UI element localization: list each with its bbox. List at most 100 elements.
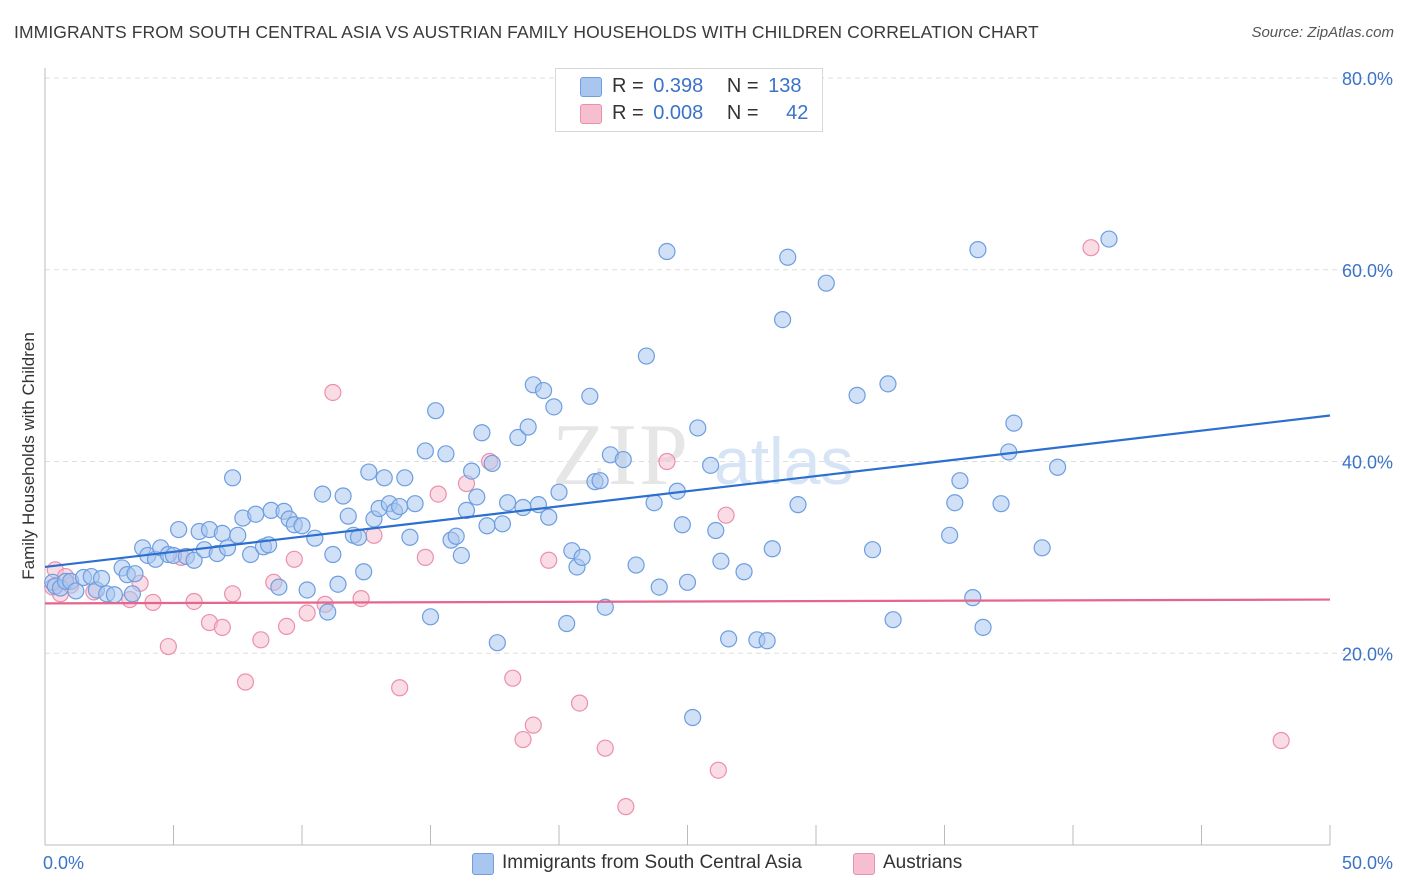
data-point [236,673,255,691]
data-point [396,469,414,487]
data-point [514,730,532,749]
axes-layer [44,68,1331,846]
data-point [313,485,332,503]
data-point [550,483,568,501]
data-point [298,604,316,622]
data-point [493,515,512,533]
data-point [213,618,231,636]
data-point [779,248,797,266]
data-point [673,516,691,534]
data-point [1272,731,1290,750]
data-point [817,274,835,292]
data-point [468,488,486,506]
data-point [581,387,599,405]
data-point [951,472,969,490]
data-point [375,469,393,487]
legend-r-label: R = [612,75,644,97]
legend-r-value: 0.398 [653,75,704,97]
data-point [159,637,177,656]
blue-swatch [472,853,494,875]
data-point [126,565,144,583]
trend-line-blue [44,414,1331,569]
data-point [1048,458,1067,476]
data-point [391,679,409,697]
data-point [789,496,807,514]
data-point [67,582,85,600]
data-point [277,617,296,636]
data-point [509,428,527,447]
data-point [170,520,188,539]
data-point [306,529,324,547]
data-point [570,694,589,712]
data-point [614,450,632,469]
source-credit: Source: ZipAtlas.com [1251,24,1394,41]
y-tick-label: 40.0% [1342,453,1393,473]
data-point [709,761,727,779]
data-point [298,581,316,599]
data-point [229,526,247,544]
data-point [483,454,501,473]
data-point [360,463,378,481]
data-point [702,456,720,474]
data-point [224,469,242,487]
blue-swatch [580,77,602,97]
data-point [992,495,1010,513]
data-point [879,375,897,393]
data-point [735,563,753,581]
data-point [545,398,563,416]
data-point [720,630,738,648]
chart-title: IMMIGRANTS FROM SOUTH CENTRAL ASIA VS AU… [14,22,1039,42]
trend-line-pink [44,598,1331,605]
data-point [617,798,635,816]
data-point [334,487,352,505]
series-label-blue: Immigrants from South Central Asia [502,852,802,873]
data-point [416,442,434,460]
data-point [689,419,707,437]
trend-lines [44,414,1331,605]
data-point [391,497,409,516]
data-point [514,498,532,517]
data-point [974,618,992,636]
data-point [416,548,434,566]
data-point [1033,539,1051,557]
data-point [324,545,342,564]
legend-n-value: 138 [768,75,802,97]
data-point [252,631,270,649]
data-point [848,386,866,404]
data-point [352,590,370,608]
pink-swatch [853,853,875,875]
data-point [355,563,373,581]
series-label-pink: Austrians [883,852,963,873]
data-point [427,402,445,420]
data-point [637,347,655,365]
data-point [242,545,260,564]
data-point [712,552,730,570]
data-point [1082,239,1100,257]
data-point [437,445,455,463]
y-tick-label: 60.0% [1342,261,1393,281]
data-point [534,381,553,400]
data-point [324,383,342,402]
data-point [558,614,576,633]
data-point [1100,230,1118,248]
data-point [185,592,203,611]
data-point [429,485,447,503]
data-point [270,578,288,596]
data-point [92,569,111,588]
data-point [218,539,237,557]
data-point [678,573,697,591]
data-point [401,528,419,546]
data-point [658,452,676,471]
data-point [540,551,558,569]
data-point [684,708,702,727]
tick-labels: 20.0% 40.0% 60.0% 80.0% 0.0% 50.0% [43,69,1393,873]
legend-n-value: 42 [786,102,809,124]
data-point [946,494,964,512]
grid-layer [45,77,1395,654]
data-point [452,546,470,565]
data-point [285,550,303,568]
data-point [707,521,725,540]
pink-swatch [580,104,602,124]
x-tick-label: 0.0% [43,853,84,873]
austrians-points [44,239,1290,816]
